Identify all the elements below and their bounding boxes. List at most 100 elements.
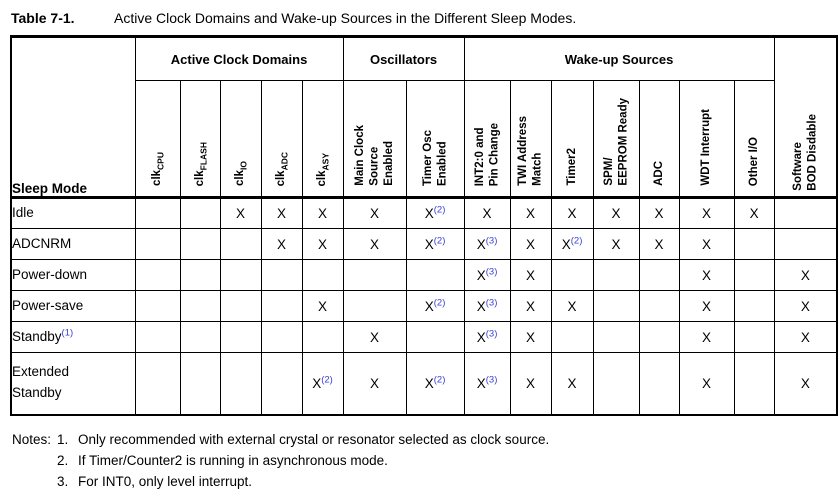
corner-header-sleep-mode: Sleep Mode — [10, 36, 136, 198]
column-header-other-io: Other I/O — [733, 80, 775, 198]
table-cell: X(3) — [463, 321, 511, 353]
table-cell: X — [342, 321, 407, 353]
table-cell: X — [463, 196, 511, 229]
table-cell — [342, 290, 407, 322]
group-header-oscillators: Oscillators — [342, 36, 465, 81]
table-caption: Table 7-1. Active Clock Domains and Wake… — [11, 10, 839, 26]
table-cell — [405, 321, 465, 353]
table-cell — [301, 321, 344, 353]
table-cell: X — [260, 196, 303, 229]
table-cell — [219, 259, 262, 291]
table-row-power-save: Power-save X X(2) X(3) X X X X — [10, 290, 838, 322]
sleep-modes-table: Sleep Mode Active Clock Domains Oscillat… — [10, 35, 839, 416]
table-cell — [260, 352, 303, 415]
table-cell: X — [342, 228, 407, 260]
column-header-int20-pin-change: INT2:0 and Pin Change — [463, 80, 511, 198]
table-cell — [260, 321, 303, 353]
table-cell: X(2) — [405, 352, 465, 415]
table-cell: X — [550, 352, 594, 415]
table-cell — [592, 290, 640, 322]
note-text: Only recommended with external crystal o… — [78, 431, 550, 447]
table-cell — [342, 259, 407, 291]
column-header-clk-asy: clkASY — [301, 80, 344, 198]
table-cell — [733, 352, 775, 415]
note-text: For INT0, only level interrupt. — [78, 473, 253, 489]
table-cell — [134, 228, 181, 260]
table-cell: X(2) — [405, 228, 465, 260]
table-cell: X — [301, 290, 344, 322]
table-cell — [550, 321, 594, 353]
sleep-mode-label: Power-save — [10, 290, 136, 322]
table-cell — [773, 228, 838, 260]
table-cell — [733, 228, 775, 260]
table-cell: X — [678, 290, 735, 322]
note-number: 3. — [57, 473, 69, 489]
note-number: 1. — [57, 431, 69, 447]
column-header-software-bod-disable: Software BOD Disdable — [773, 36, 838, 198]
note-item: 3. For INT0, only level interrupt. — [10, 471, 839, 492]
table-cell — [592, 352, 640, 415]
sleep-mode-label: Extended Standby — [10, 352, 136, 415]
table-cell — [134, 290, 181, 322]
table-cell — [733, 259, 775, 291]
table-cell — [179, 290, 221, 322]
table-cell: X — [550, 290, 594, 322]
table-cell: X — [592, 228, 640, 260]
column-header-wdt-interrupt: WDT Interrupt — [678, 80, 735, 198]
table-cell: X — [509, 352, 552, 415]
table-row-extended-standby: Extended Standby X(2) X X(2) X(3) X X X … — [10, 352, 838, 415]
table-cell: X — [509, 196, 552, 229]
table-cell — [638, 290, 680, 322]
column-header-timer-osc-enabled: Timer Osc Enabled — [405, 80, 465, 198]
table-cell — [179, 228, 221, 260]
table-cell: X — [773, 290, 838, 322]
table-cell: X(2) — [301, 352, 344, 415]
table-cell: X — [509, 259, 552, 291]
table-cell: X — [219, 196, 262, 229]
column-header-spm-eeprom-ready: SPM/ EEPROM Ready — [592, 80, 640, 198]
column-header-clk-io: clkIO — [219, 80, 262, 198]
column-header-twi-address-match: TWI Address Match — [509, 80, 552, 198]
table-cell — [733, 321, 775, 353]
table-cell — [260, 290, 303, 322]
column-header-clk-flash: clkFLASH — [179, 80, 221, 198]
table-cell — [550, 259, 594, 291]
note-item: 2. If Timer/Counter2 is running in async… — [10, 450, 839, 471]
table-cell — [179, 259, 221, 291]
table-cell: X — [678, 321, 735, 353]
table-row-standby: Standby(1) X X(3) X X X — [10, 321, 838, 353]
table-title: Active Clock Domains and Wake-up Sources… — [114, 10, 577, 26]
table-cell — [179, 321, 221, 353]
table-cell: X — [301, 228, 344, 260]
table-cell — [638, 259, 680, 291]
table-cell — [219, 321, 262, 353]
table-cell — [134, 321, 181, 353]
group-header-row: Sleep Mode Active Clock Domains Oscillat… — [10, 36, 838, 198]
note-number: 2. — [57, 452, 69, 468]
table-cell: X — [733, 196, 775, 229]
column-header-main-clock-source-enabled: Main Clock Source Enabled — [342, 80, 407, 198]
notes-section: Notes: 1. Only recommended with external… — [10, 429, 839, 492]
table-row-power-down: Power-down X(3) X X X — [10, 259, 838, 291]
table-cell — [260, 259, 303, 291]
column-header-timer2: Timer2 — [550, 80, 594, 198]
note-text: If Timer/Counter2 is running in asynchro… — [78, 452, 388, 468]
table-cell: X — [509, 321, 552, 353]
sleep-mode-label: Standby(1) — [10, 321, 136, 353]
table-cell: X(2) — [405, 196, 465, 229]
group-header-active-clock-domains: Active Clock Domains — [134, 36, 344, 81]
table-cell: X — [509, 290, 552, 322]
table-cell: X — [678, 196, 735, 229]
table-cell: X — [301, 196, 344, 229]
table-cell — [405, 259, 465, 291]
table-cell: X — [638, 228, 680, 260]
sleep-mode-label: Idle — [10, 196, 136, 229]
group-header-wake-up-sources: Wake-up Sources — [463, 36, 775, 81]
table-cell — [134, 196, 181, 229]
table-cell — [638, 321, 680, 353]
sleep-mode-label: ADCNRM — [10, 228, 136, 260]
table-cell: X — [678, 352, 735, 415]
table-cell — [219, 228, 262, 260]
table-cell: X — [638, 196, 680, 229]
table-cell: X — [260, 228, 303, 260]
